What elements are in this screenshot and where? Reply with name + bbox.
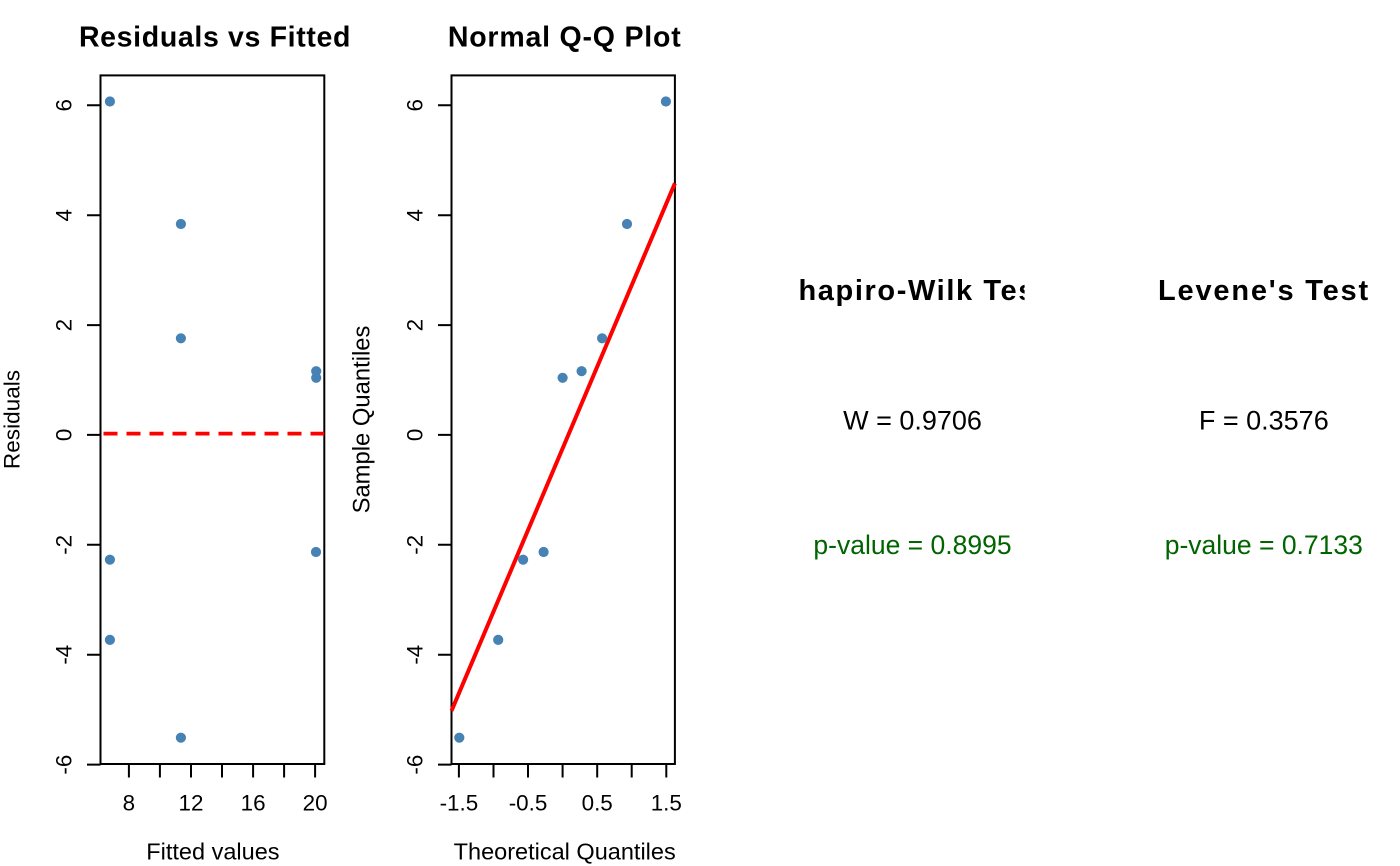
svg-text:0: 0 [51, 429, 76, 441]
svg-text:p-value = 0.8995: p-value = 0.8995 [813, 530, 1011, 560]
svg-text:-6: -6 [51, 755, 76, 775]
svg-text:Residuals: Residuals [0, 370, 25, 469]
svg-text:W = 0.9706: W = 0.9706 [843, 405, 982, 435]
svg-text:F = 0.3576: F = 0.3576 [1199, 405, 1329, 435]
svg-text:Theoretical Quantiles: Theoretical Quantiles [454, 839, 676, 865]
svg-text:-1.5: -1.5 [440, 791, 479, 816]
svg-text:4: 4 [402, 209, 427, 221]
svg-text:1.5: 1.5 [651, 791, 682, 816]
svg-text:p-value = 0.7133: p-value = 0.7133 [1165, 530, 1363, 560]
svg-text:0.5: 0.5 [582, 791, 613, 816]
svg-text:Normal Q-Q Plot: Normal Q-Q Plot [448, 21, 682, 53]
svg-text:Sample Quantiles: Sample Quantiles [349, 325, 376, 513]
svg-text:6: 6 [51, 99, 76, 111]
svg-text:-4: -4 [51, 645, 76, 665]
svg-text:12: 12 [179, 791, 204, 816]
svg-text:16: 16 [241, 791, 266, 816]
svg-text:0: 0 [402, 429, 427, 441]
svg-text:Fitted values: Fitted values [146, 839, 279, 865]
svg-text:8: 8 [123, 791, 135, 816]
svg-text:2: 2 [402, 319, 427, 331]
svg-text:Levene's Test: Levene's Test [1158, 275, 1370, 307]
svg-text:2: 2 [51, 319, 76, 331]
svg-text:6: 6 [402, 99, 427, 111]
svg-text:-6: -6 [402, 755, 427, 775]
svg-text:Residuals vs Fitted: Residuals vs Fitted [79, 21, 351, 53]
svg-text:20: 20 [303, 791, 328, 816]
svg-text:-0.5: -0.5 [509, 791, 548, 816]
svg-text:4: 4 [51, 209, 76, 221]
svg-text:-2: -2 [51, 535, 76, 555]
svg-text:-4: -4 [402, 645, 427, 665]
svg-text:Shapiro-Wilk Test: Shapiro-Wilk Test [778, 275, 1048, 307]
svg-text:-2: -2 [402, 535, 427, 555]
